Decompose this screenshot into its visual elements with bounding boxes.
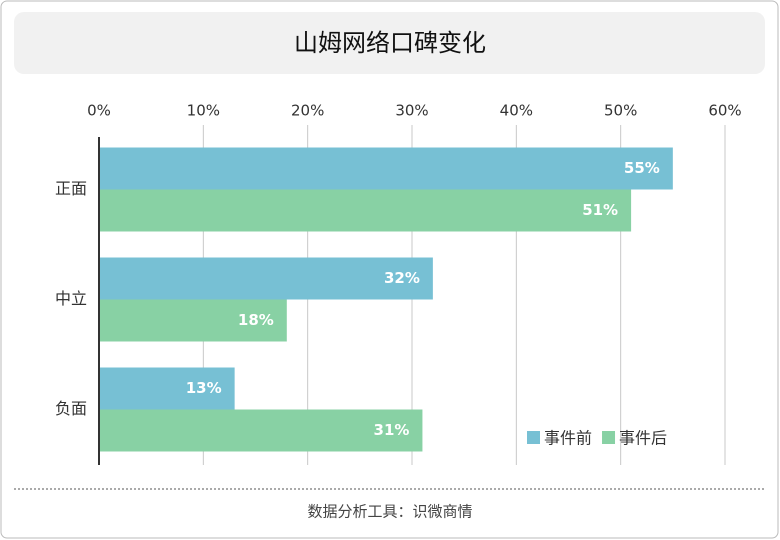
x-tick-label: 10% [187, 102, 220, 120]
x-tick-label: 20% [291, 102, 324, 120]
x-tick-label: 40% [500, 102, 533, 120]
x-tick-label: 30% [395, 102, 428, 120]
y-tick-label: 正面 [55, 179, 87, 198]
source-note: 数据分析工具：识微商情 [307, 503, 472, 521]
value-label: 18% [238, 311, 274, 329]
x-tick-label: 60% [708, 102, 741, 120]
legend-label: 事件前 [544, 429, 592, 448]
value-label: 55% [624, 159, 660, 177]
value-label: 31% [374, 421, 410, 439]
bar [99, 367, 235, 410]
x-tick-label: 0% [87, 102, 111, 120]
bar [99, 257, 433, 300]
legend-swatch [527, 431, 540, 444]
chart-title: 山姆网络口碑变化 [294, 29, 486, 57]
y-tick-label: 中立 [55, 289, 87, 308]
legend-label: 事件后 [619, 429, 667, 448]
x-tick-label: 50% [604, 102, 637, 120]
y-tick-label: 负面 [55, 399, 87, 418]
value-label: 13% [186, 379, 222, 397]
title-box [14, 12, 765, 74]
bar [99, 299, 287, 342]
bar [99, 189, 632, 232]
bar [99, 409, 423, 452]
bar [99, 147, 673, 190]
legend-swatch [602, 431, 616, 444]
value-label: 32% [384, 269, 420, 287]
value-label: 51% [582, 201, 618, 219]
